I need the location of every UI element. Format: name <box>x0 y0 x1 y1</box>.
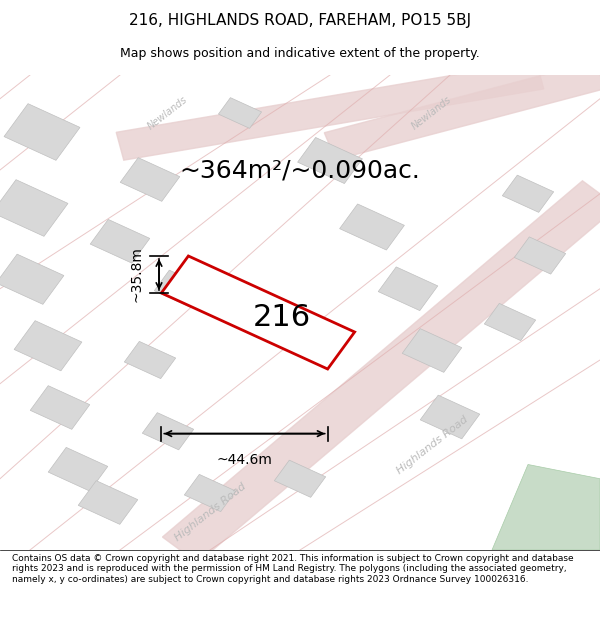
Text: Map shows position and indicative extent of the property.: Map shows position and indicative extent… <box>120 48 480 61</box>
Text: Contains OS data © Crown copyright and database right 2021. This information is : Contains OS data © Crown copyright and d… <box>12 554 574 584</box>
Polygon shape <box>420 395 480 439</box>
Polygon shape <box>116 61 544 160</box>
Polygon shape <box>514 237 566 274</box>
Polygon shape <box>484 303 536 341</box>
Polygon shape <box>218 98 262 128</box>
Polygon shape <box>90 219 150 263</box>
Polygon shape <box>184 474 236 512</box>
Text: ~35.8m: ~35.8m <box>130 246 144 302</box>
Polygon shape <box>274 460 326 498</box>
Polygon shape <box>142 412 194 450</box>
Polygon shape <box>120 158 180 201</box>
Polygon shape <box>298 138 362 184</box>
Polygon shape <box>378 267 438 311</box>
Polygon shape <box>30 386 90 429</box>
Polygon shape <box>4 104 80 161</box>
Polygon shape <box>48 448 108 491</box>
Polygon shape <box>163 181 600 563</box>
Text: Newlands: Newlands <box>146 94 190 131</box>
Polygon shape <box>154 270 206 308</box>
Polygon shape <box>340 204 404 250</box>
Text: 216, HIGHLANDS ROAD, FAREHAM, PO15 5BJ: 216, HIGHLANDS ROAD, FAREHAM, PO15 5BJ <box>129 14 471 29</box>
Polygon shape <box>0 254 64 304</box>
Polygon shape <box>492 464 600 550</box>
Text: ~44.6m: ~44.6m <box>217 452 272 467</box>
Polygon shape <box>161 256 355 369</box>
Polygon shape <box>14 321 82 371</box>
Polygon shape <box>0 179 68 236</box>
Polygon shape <box>325 61 600 160</box>
Polygon shape <box>124 341 176 379</box>
Text: Newlands: Newlands <box>410 94 454 131</box>
Polygon shape <box>502 175 554 213</box>
Text: ~364m²/~0.090ac.: ~364m²/~0.090ac. <box>179 158 421 182</box>
Text: 216: 216 <box>253 302 311 332</box>
Polygon shape <box>402 329 462 372</box>
Text: Highlands Road: Highlands Road <box>172 481 248 543</box>
Text: Highlands Road: Highlands Road <box>394 414 470 476</box>
Polygon shape <box>78 481 138 524</box>
